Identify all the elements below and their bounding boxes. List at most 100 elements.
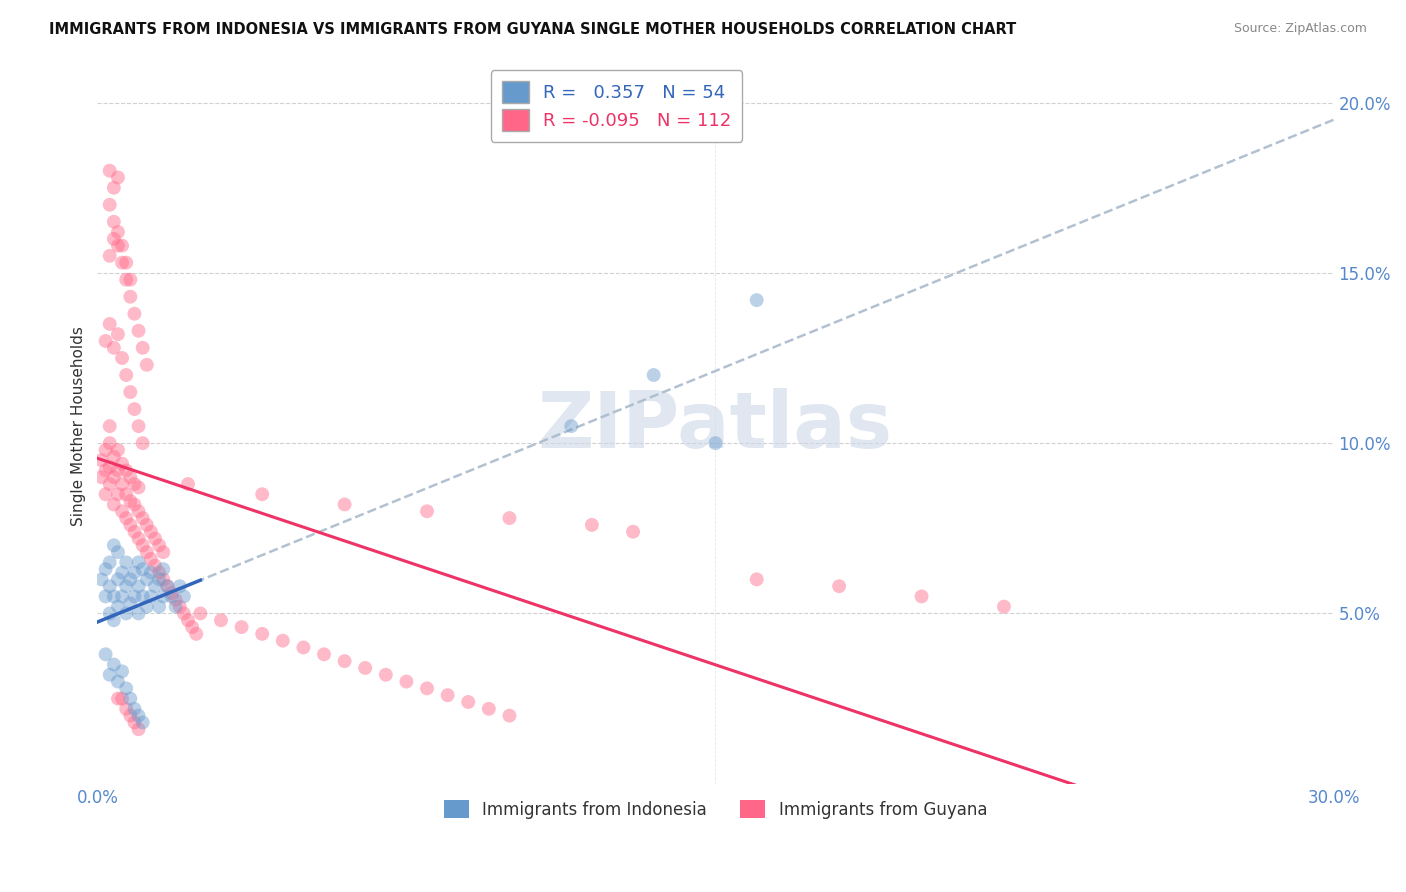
Point [111,477,134,491]
Point [107,238,129,252]
Legend: Immigrants from Indonesia, Immigrants from Guyana: Immigrants from Indonesia, Immigrants fr… [437,794,994,825]
Point [107,599,129,614]
Point [312,648,335,662]
Point [103,341,125,355]
Point [120,385,142,400]
Point [131,436,153,450]
Point [111,457,134,471]
Point [107,545,129,559]
Point [115,555,138,569]
Point [120,517,142,532]
Text: Source: ZipAtlas.com: Source: ZipAtlas.com [1233,22,1367,36]
Point [124,702,146,716]
Point [90,470,112,484]
Point [107,463,129,477]
Point [94,442,117,457]
Point [115,273,138,287]
Point [124,307,146,321]
Point [156,579,179,593]
Point [498,511,520,525]
Point [128,504,150,518]
Point [115,681,138,696]
Point [139,524,162,539]
Point [152,545,174,559]
Point [107,225,129,239]
Point [115,579,138,593]
Point [103,498,125,512]
Point [581,517,603,532]
Point [124,524,146,539]
Point [111,590,134,604]
Point [148,573,170,587]
Point [98,555,121,569]
Point [704,436,727,450]
Point [436,688,458,702]
Point [186,627,208,641]
Point [131,590,153,604]
Point [98,419,121,434]
Point [250,487,273,501]
Point [152,562,174,576]
Point [103,180,125,194]
Point [107,573,129,587]
Point [128,555,150,569]
Point [94,463,117,477]
Point [333,654,356,668]
Point [103,450,125,464]
Point [374,667,396,681]
Point [124,477,146,491]
Point [135,573,157,587]
Point [107,170,129,185]
Point [103,470,125,484]
Point [156,579,179,593]
Point [139,566,162,580]
Y-axis label: Single Mother Households: Single Mother Households [72,326,86,526]
Point [98,477,121,491]
Point [124,715,146,730]
Point [165,592,187,607]
Point [111,665,134,679]
Point [111,566,134,580]
Point [354,661,377,675]
Point [457,695,479,709]
Point [173,590,195,604]
Point [135,517,157,532]
Point [745,293,768,307]
Point [115,702,138,716]
Point [152,573,174,587]
Point [148,566,170,580]
Point [128,532,150,546]
Point [120,708,142,723]
Point [128,708,150,723]
Point [107,487,129,501]
Point [115,511,138,525]
Point [120,494,142,508]
Point [128,419,150,434]
Point [103,613,125,627]
Point [120,596,142,610]
Point [115,607,138,621]
Point [124,566,146,580]
Point [98,607,121,621]
Point [181,620,204,634]
Point [94,590,117,604]
Point [148,599,170,614]
Point [120,273,142,287]
Point [173,607,195,621]
Point [160,586,183,600]
Point [190,607,212,621]
Point [111,238,134,252]
Point [90,573,112,587]
Point [177,613,200,627]
Point [416,504,439,518]
Point [103,232,125,246]
Point [152,590,174,604]
Point [115,487,138,501]
Point [94,334,117,348]
Point [128,607,150,621]
Point [478,702,501,716]
Point [111,504,134,518]
Point [395,674,418,689]
Point [98,667,121,681]
Point [107,691,129,706]
